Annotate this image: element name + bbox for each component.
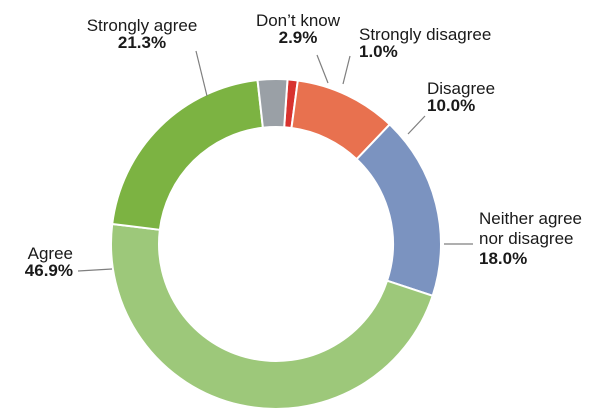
label-agree: Agree 46.9% [25,244,73,280]
leader-line-agree [77,268,113,272]
category-label: Disagree [427,79,495,98]
leader-line-strongly-disagree [342,55,351,85]
value-label: 46.9% [25,261,73,280]
label-strongly-agree: Strongly agree 21.3% [87,16,198,52]
category-label: Don’t know [256,11,341,30]
category-label: Neither agree [479,209,582,228]
label-don-t-know: Don’t know 2.9% [256,11,341,47]
value-label: 1.0% [359,42,398,61]
slice-agree [110,222,434,410]
category-label: Strongly disagree [359,25,491,44]
label-neither-agree-nor-disagree: Neither agree nor disagree 18.0% [479,209,582,268]
leader-line-don-t-know [316,54,329,84]
chart-leader-lines [77,50,473,272]
value-label: 18.0% [479,249,527,268]
category-label: Agree [28,244,73,263]
value-label: 21.3% [118,33,166,52]
slice-neither-agree-nor-disagree [355,123,442,298]
chart-slices [110,78,442,410]
category-label: nor disagree [479,229,574,248]
label-strongly-disagree: Strongly disagree 1.0% [359,25,491,61]
leader-line-strongly-agree [195,50,208,97]
value-label: 10.0% [427,96,475,115]
slice-strongly-agree [111,78,265,231]
label-disagree: Disagree 10.0% [427,79,495,115]
category-label: Strongly agree [87,16,198,35]
chart-labels: Strongly disagree 1.0% Disagree 10.0% Neithe… [25,11,582,280]
slice-don-t-know [256,78,289,129]
leader-line-disagree [407,115,426,135]
value-label: 2.9% [279,28,318,47]
